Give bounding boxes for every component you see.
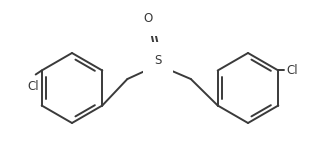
Text: Cl: Cl [286,64,298,77]
Text: S: S [154,53,162,66]
Text: O: O [144,11,153,24]
Text: Cl: Cl [27,80,39,93]
